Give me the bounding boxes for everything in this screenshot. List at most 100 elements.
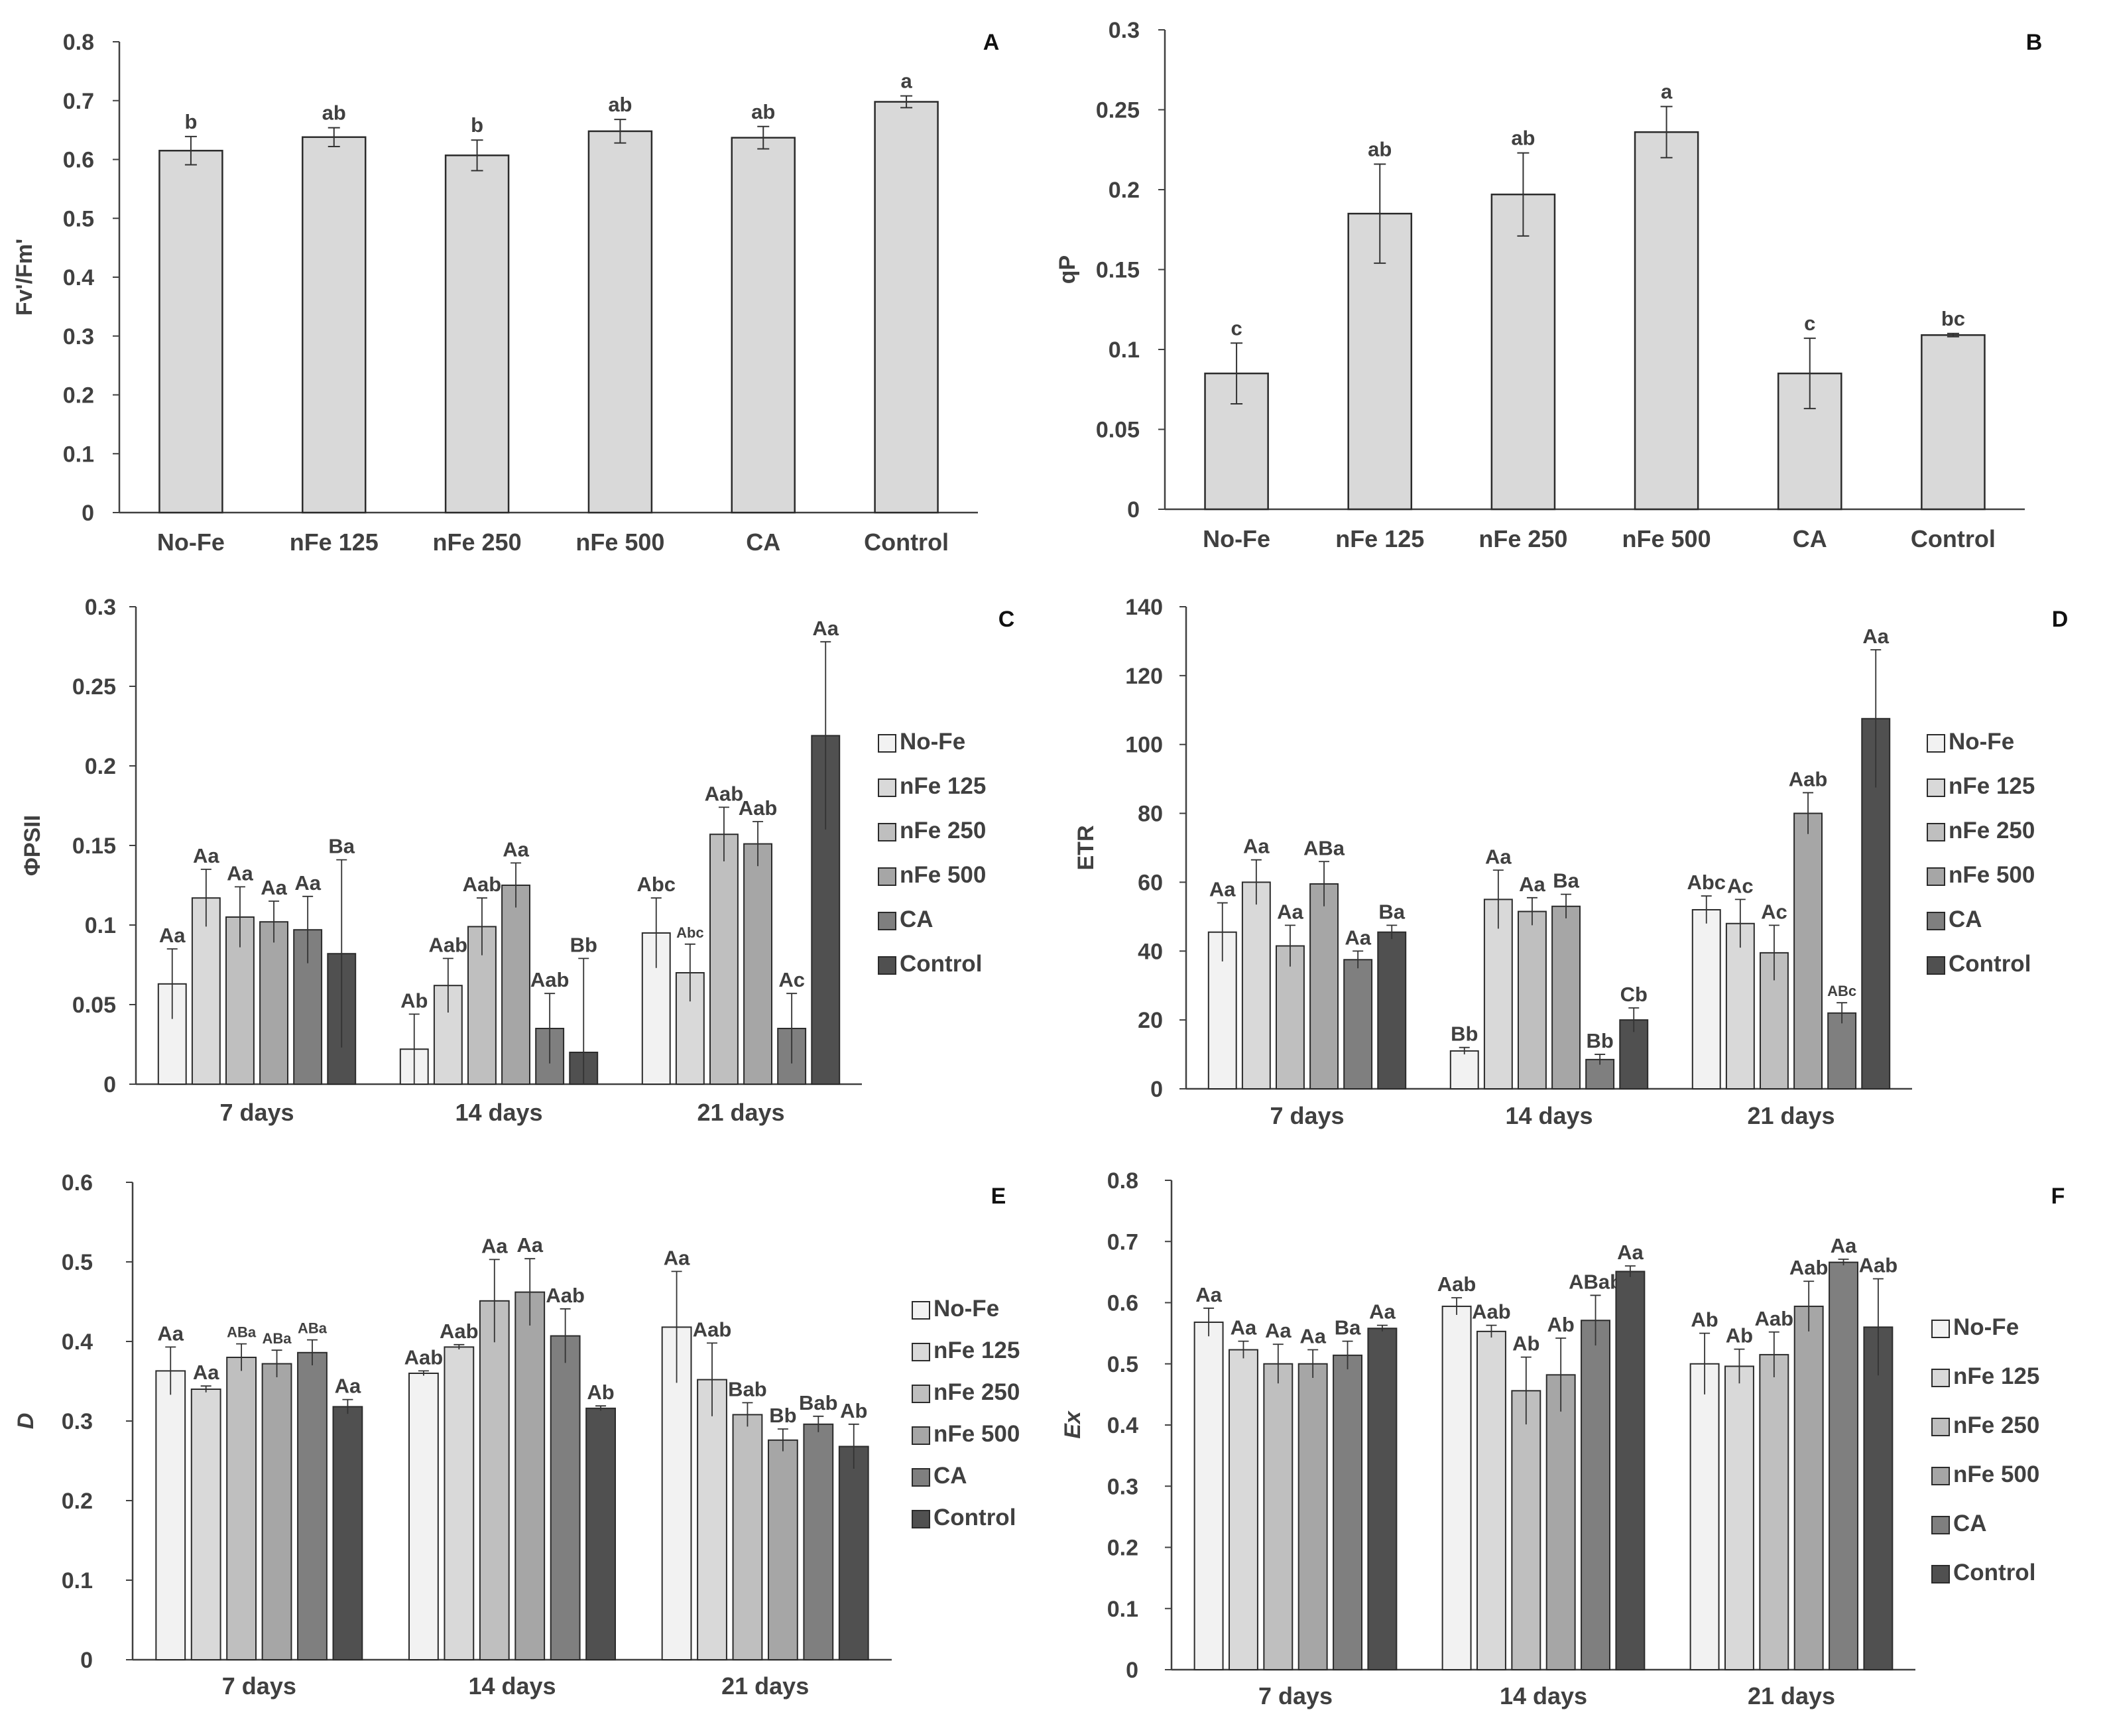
chart-e-ytick-label: 0: [80, 1648, 93, 1673]
chart-a-category-label: CA: [746, 528, 780, 556]
chart-b-qp: 0 0.05 0.1 0.15 0.2 0.25 0.3 qP Bc No-Fe ab nFe 125…: [1055, 18, 2043, 552]
chart-d-y-axis-title: ETR: [1073, 826, 1099, 871]
chart-e-bar-nfe-500-14-days: [514, 1291, 546, 1661]
chart-c-legend-swatch-control: [878, 956, 896, 975]
chart-e-category-label: 14 days: [468, 1672, 556, 1700]
chart-e-d: 0 0.1 0.2 0.3 0.4 0.5 0.6 D E Aa Aa ABa ABa ABa Aa 7 da…: [13, 1170, 1020, 1700]
chart-e-data-label: Ab: [840, 1399, 867, 1422]
chart-c-data-label: Aab: [739, 796, 778, 820]
chart-a-bar-no-fe: [158, 149, 223, 514]
chart-c-legend-label-nfe-500: nFe 500: [900, 862, 986, 888]
chart-f-legend-label-control: Control: [1953, 1560, 2035, 1585]
chart-a-bar-control: [874, 101, 939, 514]
chart-d-bar-nfe-125-14-days: [1483, 899, 1513, 1089]
chart-b-data-label: c: [1804, 312, 1815, 335]
chart-a-data-label: ab: [322, 101, 346, 125]
chart-f-ex: 0 0.1 0.2 0.3 0.4 0.5 0.6 0.7 0.8 Ex F Aa Aa Aa Aa Ba Aa…: [1060, 1168, 2065, 1709]
chart-b-category-label: nFe 250: [1478, 525, 1567, 552]
chart-f-ytick-label: 0.2: [1107, 1536, 1138, 1561]
chart-b-data-label: a: [1661, 80, 1673, 103]
chart-a-category-label: nFe 125: [290, 528, 379, 556]
chart-f-category-label: 7 days: [1258, 1682, 1333, 1709]
chart-e-data-label: Aab: [693, 1318, 732, 1341]
chart-e-category-label: 7 days: [222, 1672, 296, 1700]
chart-c-data-label: Aa: [503, 837, 529, 861]
chart-d-legend-label-control: Control: [1949, 951, 2031, 977]
chart-b-ytick-label: 0.05: [1096, 418, 1140, 443]
chart-f-data-label: Aab: [1472, 1300, 1511, 1324]
chart-b-ytick-label: 0.3: [1109, 18, 1140, 43]
chart-c-bar-nfe-500-14-days: [501, 885, 531, 1085]
chart-c-ytick-label: 0.05: [72, 993, 116, 1018]
chart-a-category-label: nFe 250: [433, 528, 522, 556]
chart-b-ytick-label: 0.25: [1096, 98, 1140, 123]
chart-d-ytick-label: 100: [1125, 733, 1163, 758]
chart-d-ytick-label: 120: [1125, 664, 1163, 689]
chart-c-data-label: Bb: [570, 933, 597, 956]
chart-e-data-label: ABa: [298, 1320, 328, 1337]
chart-c-data-label: Ab: [400, 989, 428, 1012]
chart-e-bar-nfe-125-21-days: [697, 1379, 727, 1660]
chart-b-bar-nfe-500: [1634, 131, 1699, 511]
chart-f-ytick-label: 0.4: [1107, 1413, 1138, 1438]
chart-e-data-label: Bab: [728, 1377, 767, 1400]
chart-e-legend-swatch-ca: [912, 1468, 930, 1487]
chart-b-panel-letter: B: [2026, 30, 2043, 55]
chart-a-panel-letter: A: [983, 30, 1000, 55]
chart-f-data-label: ABab: [1569, 1270, 1622, 1293]
chart-e-legend-label-no-fe: No-Fe: [933, 1296, 999, 1322]
chart-e-bar-ca-14-days: [550, 1335, 581, 1660]
chart-b-category-label: Control: [1911, 525, 1996, 552]
chart-c-bar-nfe-125-7-days: [191, 897, 221, 1085]
chart-e-bar-ca-21-days: [803, 1423, 834, 1660]
chart-c-data-label: Aa: [227, 861, 253, 885]
chart-c-ytick-label: 0.15: [72, 834, 116, 859]
chart-d-data-label: Aab: [1789, 767, 1828, 790]
chart-f-data-label: Aa: [1265, 1319, 1292, 1342]
chart-f-bar-control-21-days: [1863, 1326, 1894, 1670]
chart-f-category-label: 14 days: [1500, 1682, 1587, 1709]
chart-c-data-label: Aa: [294, 871, 321, 895]
chart-a-ytick-label: 0.5: [63, 206, 94, 231]
chart-d-data-label: Aa: [1485, 845, 1512, 868]
chart-c-data-label: Aa: [193, 844, 219, 867]
chart-f-data-label: Ab: [1512, 1332, 1539, 1355]
chart-a-bar-nfe-125: [302, 136, 367, 514]
chart-b-ytick-label: 0.1: [1109, 338, 1140, 363]
chart-f-bar-control-14-days: [1615, 1271, 1646, 1670]
chart-e-legend-label-nfe-125: nFe 125: [933, 1337, 1020, 1363]
chart-c-y-axis-title: ΦPSII: [20, 815, 45, 876]
chart-f-bar-nfe-250-14-days: [1511, 1390, 1541, 1670]
chart-e-data-label: Aa: [157, 1322, 184, 1345]
chart-c-data-label: Abc: [636, 873, 676, 896]
chart-e-data-label: Aa: [516, 1233, 543, 1257]
chart-e-legend-label-nfe-250: nFe 250: [933, 1379, 1020, 1405]
chart-f-data-label: Ab: [1726, 1324, 1753, 1347]
chart-d-bar-nfe-500-7-days: [1309, 883, 1339, 1089]
chart-c-ytick-label: 0.3: [85, 595, 116, 620]
chart-c-legend-swatch-nfe-125: [878, 778, 896, 797]
chart-e-data-label: Ab: [587, 1381, 614, 1404]
chart-d-data-label: ABc: [1827, 983, 1856, 999]
chart-c-legend-label-control: Control: [900, 951, 982, 977]
chart-f-bar-nfe-500-14-days: [1545, 1374, 1576, 1670]
chart-e-data-label: Bab: [799, 1391, 838, 1414]
chart-e-bar-control-21-days: [838, 1446, 869, 1660]
chart-d-bar-nfe-500-14-days: [1551, 905, 1581, 1089]
chart-a-data-label: ab: [608, 93, 632, 116]
chart-d-data-label: Cb: [1620, 983, 1648, 1006]
chart-e-legend-swatch-nfe-125: [912, 1343, 930, 1361]
chart-e-category-label: 21 days: [721, 1672, 809, 1700]
chart-e-data-label: ABa: [227, 1324, 257, 1341]
chart-b-data-label: bc: [1941, 307, 1965, 330]
chart-b-ytick-label: 0: [1127, 497, 1140, 523]
chart-d-panel-letter: D: [2052, 607, 2069, 632]
chart-c-data-label: Aab: [463, 873, 502, 896]
chart-f-legend-swatch-nfe-500: [1931, 1467, 1950, 1485]
chart-e-ytick-label: 0.5: [62, 1250, 93, 1275]
chart-f-legend-label-nfe-250: nFe 250: [1953, 1412, 2039, 1438]
chart-f-bar-ca-14-days: [1581, 1320, 1611, 1670]
chart-e-bar-nfe-250-21-days: [732, 1414, 763, 1660]
chart-d-legend-label-ca: CA: [1949, 906, 1982, 932]
chart-e-y-axis-title: D: [13, 1413, 38, 1430]
